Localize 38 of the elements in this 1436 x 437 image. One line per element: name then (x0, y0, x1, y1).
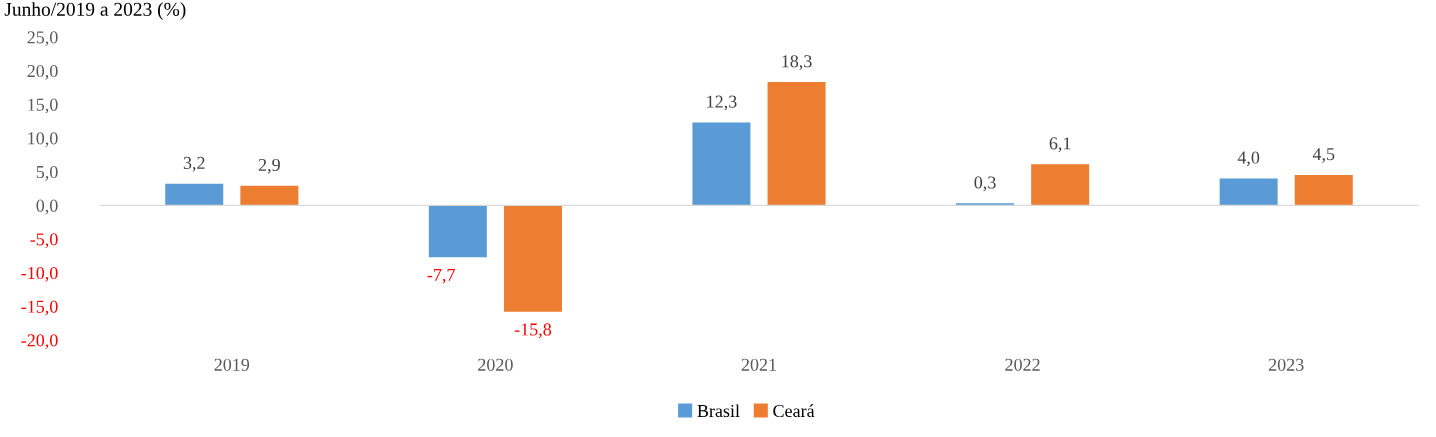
text: 18,3 (782, 55, 812, 70)
text: 6,1 (1049, 137, 1071, 153)
x-tick-label: 2022 (1005, 358, 1040, 371)
text: 0,3 (974, 176, 996, 192)
x-tick-label: 2020 (478, 358, 513, 371)
bar (503, 205, 562, 312)
text: 12,3 (707, 95, 737, 111)
bar (165, 183, 224, 206)
x-tick-label: 2023 (1268, 358, 1304, 371)
y-tick-label: 10,0 (28, 132, 58, 148)
text: -15,8 (514, 323, 552, 339)
y-tick-label: -10,0 (21, 266, 58, 282)
bar (692, 122, 751, 206)
legend-label: Ceará (773, 404, 815, 418)
bar (240, 185, 299, 206)
x-tick-label: 2019 (214, 358, 250, 371)
y-tick-label: 0,0 (36, 199, 58, 215)
y-tick-label: -15,0 (21, 300, 58, 316)
legend-label: Brasil (697, 404, 740, 418)
bar (956, 203, 1015, 206)
text: -7,7 (427, 269, 455, 284)
y-tick-label: 15,0 (28, 98, 58, 114)
text: 3,2 (183, 156, 205, 172)
y-tick-label: 25,0 (27, 31, 58, 47)
bar (428, 205, 487, 258)
bar (1031, 164, 1090, 206)
y-tick-label: 5,0 (36, 165, 58, 181)
text: 4,0 (1237, 151, 1260, 167)
bar (767, 82, 826, 206)
y-tick-label: -5,0 (30, 233, 58, 249)
y-tick-label: 20,0 (27, 64, 58, 80)
bar (1294, 175, 1353, 206)
text: 4,5 (1312, 148, 1335, 163)
bar (1219, 178, 1278, 206)
x-tick-label: 2021 (741, 358, 776, 371)
text: 2,9 (258, 158, 280, 174)
y-tick-label: -20,0 (21, 334, 58, 350)
chart-title: Junho/2019 a 2023 (%) (4, 2, 186, 20)
